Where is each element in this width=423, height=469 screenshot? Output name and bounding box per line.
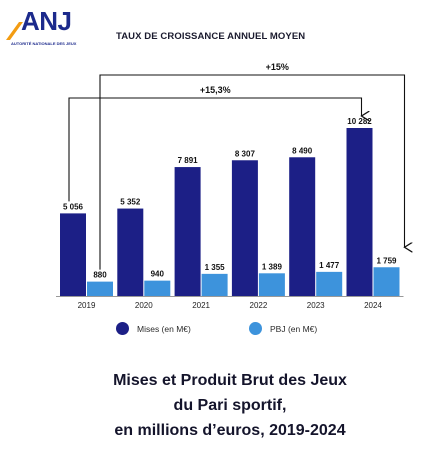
logo-accent-icon [6, 22, 23, 40]
bar-pbj-2024 [373, 267, 400, 296]
legend-label-mises: Mises (en M€) [137, 323, 191, 334]
data-label-pbj-2019: 880 [93, 271, 107, 280]
x-tick-label-2022: 2022 [250, 301, 268, 310]
x-tick-label-2021: 2021 [192, 301, 210, 310]
data-label-mises-2023: 8 490 [292, 146, 313, 155]
logo-text: ANJ [21, 6, 72, 36]
data-label-pbj-2022: 1 389 [262, 262, 283, 271]
annotation-label-mises: +15,3% [200, 85, 231, 95]
bar-pbj-2020 [144, 280, 171, 296]
legend-swatch-pbj [249, 322, 262, 335]
chart-caption: Mises et Produit Brut des Jeux du Pari s… [40, 368, 420, 443]
logo-subtext: AUTORITÉ NATIONALE DES JEUX [11, 41, 77, 46]
legend-item-pbj: PBJ (en M€) [249, 322, 317, 335]
data-label-mises-2022: 8 307 [235, 149, 256, 158]
bar-pbj-2019 [87, 281, 113, 296]
bar-mises-2021 [174, 167, 201, 296]
legend-swatch-mises [116, 322, 129, 335]
anj-logo: ANJ AUTORITÉ NATIONALE DES JEUX [4, 2, 88, 52]
data-label-pbj-2020: 940 [151, 270, 165, 279]
data-label-mises-2020: 5 352 [120, 198, 141, 207]
data-label-mises-2021: 7 891 [178, 156, 199, 165]
caption-line-1: Mises et Produit Brut des Jeux [113, 372, 347, 389]
annotation-label-pbj: +15% [266, 62, 289, 72]
chart-legend: Mises (en M€) PBJ (en M€) [116, 322, 416, 342]
caption-line-2: du Pari sportif, [173, 397, 287, 414]
bar-chart: 5 056 880 5 352 940 7 891 1 355 8 307 1 389 8 49… [56, 62, 423, 310]
legend-label-pbj: PBJ (en M€) [270, 323, 318, 334]
bar-pbj-2021 [201, 273, 228, 296]
data-label-mises-2019: 5 056 [63, 202, 84, 211]
annotation-bracket-mises [68, 97, 362, 202]
x-tick-label-2019: 2019 [78, 301, 96, 310]
data-label-pbj-2024: 1 759 [376, 256, 397, 265]
x-tick-label-2023: 2023 [307, 301, 325, 310]
bar-mises-2024 [346, 128, 373, 296]
data-label-pbj-2021: 1 355 [205, 263, 226, 272]
caption-line-3: en millions d’euros, 2019-2024 [114, 422, 346, 439]
bar-mises-2022 [231, 160, 258, 296]
x-tick-label-2020: 2020 [135, 301, 153, 310]
annotation-bracket-pbj [99, 74, 405, 270]
bar-mises-2019 [60, 213, 86, 296]
data-label-mises-2024: 10 282 [347, 117, 372, 126]
chart-subtitle: TAUX DE CROISSANCE ANNUEL MOYEN [116, 31, 306, 42]
x-tick-label-2024: 2024 [364, 301, 382, 310]
bar-mises-2023 [289, 157, 316, 296]
bar-pbj-2023 [316, 271, 343, 296]
legend-item-mises: Mises (en M€) [116, 322, 191, 335]
bar-pbj-2022 [258, 273, 285, 296]
bar-mises-2020 [117, 208, 144, 296]
data-label-pbj-2023: 1 477 [319, 261, 340, 270]
